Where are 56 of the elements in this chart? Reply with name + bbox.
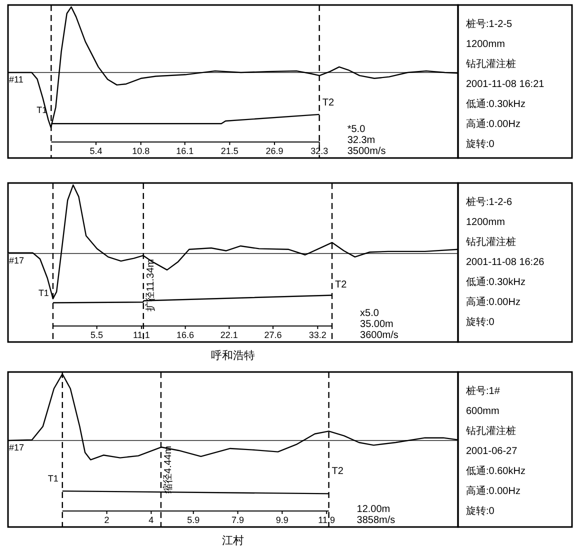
text: 旋转:0 bbox=[466, 138, 495, 150]
annotation: #17 bbox=[9, 256, 24, 266]
text: 35.00m bbox=[360, 319, 394, 330]
text: 600mm bbox=[466, 406, 500, 417]
ref-line-label: T2 bbox=[335, 280, 348, 291]
text: 旋转:0 bbox=[466, 505, 495, 517]
text: 1200mm bbox=[466, 217, 505, 228]
text: x5.0 bbox=[360, 308, 380, 319]
text: 钻孔灌注桩 bbox=[465, 236, 516, 248]
x-tick-label: 7.9 bbox=[232, 515, 244, 525]
x-tick-label: 16.6 bbox=[176, 330, 194, 340]
x-tick-label: 11.9 bbox=[318, 515, 336, 525]
x-tick-label: 33.2 bbox=[308, 330, 326, 340]
x-tick-label: 16.1 bbox=[176, 146, 194, 156]
text: 12.00m bbox=[356, 504, 390, 515]
text: 2001-06-27 bbox=[466, 446, 518, 457]
text: 旋转:0 bbox=[466, 316, 495, 328]
text: 桩号:1-2-5 bbox=[465, 18, 513, 30]
x-tick-label: 22.1 bbox=[220, 330, 238, 340]
text: 2001-11-08 16:21 bbox=[466, 79, 545, 90]
x-tick-label: 4 bbox=[148, 515, 154, 525]
annotation: *5.0 bbox=[347, 124, 366, 135]
text: 桩号:1-2-6 bbox=[465, 196, 513, 208]
text: 钻孔灌注桩 bbox=[465, 425, 516, 437]
text: 3600m/s bbox=[360, 330, 398, 341]
x-tick-label: 5.5 bbox=[90, 330, 104, 340]
text: 高通:0.00Hz bbox=[466, 118, 520, 130]
x-tick-label: 9.9 bbox=[276, 515, 288, 525]
x-tick-label: 10.8 bbox=[132, 146, 150, 156]
x-tick-label: 5.9 bbox=[187, 515, 200, 525]
text: 钻孔灌注桩 bbox=[465, 58, 516, 70]
text: 高通:0.00Hz bbox=[466, 485, 520, 497]
ref-line-label: T2 bbox=[332, 466, 344, 477]
ref-line-label: T1 bbox=[48, 474, 58, 484]
x-tick-label: 5.4 bbox=[90, 146, 102, 156]
text: 1200mm bbox=[466, 39, 505, 50]
text: 3500m/s bbox=[347, 146, 386, 157]
x-tick-label: 21.5 bbox=[220, 146, 238, 156]
ref-line-label: T1 bbox=[38, 288, 49, 298]
ref-line-label: T1 bbox=[36, 105, 48, 116]
annotation: #11 bbox=[9, 74, 24, 84]
text: 桩号:1# bbox=[465, 385, 500, 397]
x-axis-title: 呼和浩特 bbox=[211, 349, 255, 362]
text: 低通:0.60kHz bbox=[466, 465, 526, 477]
text: 低通:0.30kHz bbox=[466, 276, 526, 288]
x-tick-label: 26.9 bbox=[266, 146, 284, 156]
text: 2001-11-08 16:26 bbox=[466, 257, 545, 268]
text: 32.3m bbox=[347, 135, 376, 146]
x-tick-label: 2 bbox=[104, 515, 110, 525]
text: 高通:0.00Hz bbox=[466, 296, 520, 308]
x-axis-title: 江村 bbox=[222, 534, 244, 547]
x-tick-label: 27.6 bbox=[264, 330, 282, 340]
text: 低通:0.30kHz bbox=[466, 98, 526, 110]
text: 3858m/s bbox=[356, 515, 396, 526]
ref-line-label: T2 bbox=[322, 97, 334, 108]
annotation: #17 bbox=[9, 442, 24, 452]
